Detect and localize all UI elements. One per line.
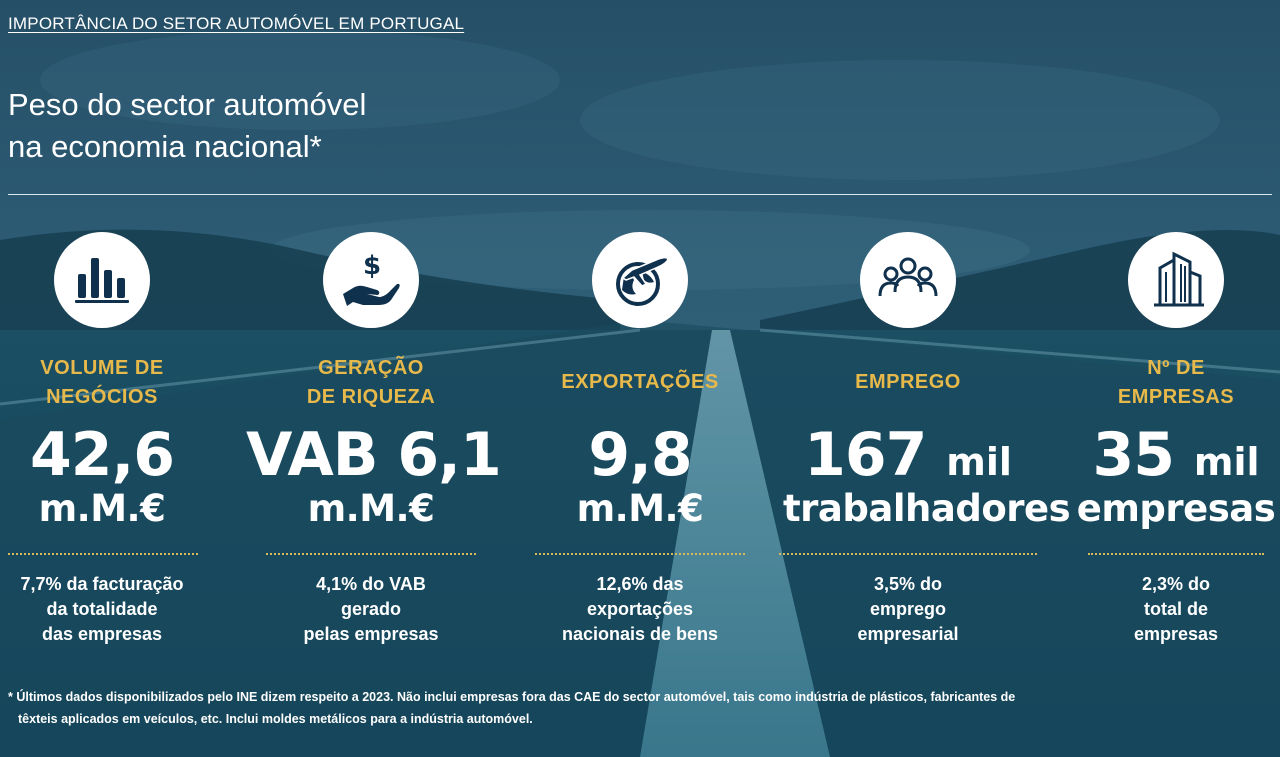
stat-description: 2,3% do total de empresas [1051,572,1280,647]
stat-value: 42,6 [0,422,227,495]
title-line-1: Peso do sector automóvel [8,87,367,122]
stat-value-main: 9,8 [588,420,692,490]
desc-line-3: empresarial [857,624,959,644]
hand-dollar-icon: $ [343,251,400,306]
stat-value-main: 167 [804,420,927,490]
desc-line-2: total de [1143,599,1208,619]
stat-icon-circle [860,232,956,328]
stat-exportacoes: EXPORTAÇÕES 9,8 m.M.€ 12,6% das exportaç… [515,232,765,662]
desc-line-1: 3,5% do [873,574,943,594]
stat-category-line-1: GERAÇÃO [318,357,424,379]
stat-value-main: 42,6 [29,420,175,490]
desc-line-3: nacionais de bens [561,624,719,644]
desc-line-3: pelas empresas [303,624,439,644]
dotted-separator [266,553,476,555]
stat-category-line-1: Nº DE [1147,357,1205,379]
stat-category-line-1: EXPORTAÇÕES [561,371,719,393]
stat-description: 4,1% do VAB gerado pelas empresas [246,572,496,647]
dotted-separator [8,553,198,555]
desc-line-2: da totalidade [46,599,158,619]
stat-unit: m.M.€ [38,487,166,530]
section-kicker: IMPORTÂNCIA DO SETOR AUTOMÓVEL EM PORTUG… [8,14,465,33]
stat-unit: empresas [1076,487,1276,530]
globe-plane-icon [616,256,669,306]
stat-value: 35 mil [1051,422,1280,495]
stat-category-line-2: DE RIQUEZA [306,386,436,408]
dotted-separator [1088,553,1264,555]
desc-line-2: exportações [586,599,694,619]
people-group-icon [878,257,938,297]
stat-unit: m.M.€ [307,487,435,530]
stat-geracao-riqueza: $ GERAÇÃO DE RIQUEZA VAB 6,1 m.M.€ 4,1% … [246,232,502,662]
desc-line-1: 4,1% do VAB [316,574,426,594]
svg-text:$: $ [363,251,381,281]
footnote-line-2: têxteis aplicados em veículos, etc. Incl… [18,712,533,726]
stat-category-line-2: EMPRESAS [1117,386,1235,408]
desc-line-3: das empresas [41,624,163,644]
stat-unit: m.M.€ [576,487,704,530]
stat-icon-circle [1128,232,1224,328]
desc-line-3: empresas [1133,624,1219,644]
stat-value-main: VAB 6,1 [246,420,502,490]
stat-value-suffix: mil [946,440,1012,484]
stat-icon-circle [54,232,150,328]
stat-value: VAB 6,1 [246,422,502,495]
buildings-icon [1154,251,1204,307]
dotted-separator [779,553,1037,555]
dotted-separator [535,553,745,555]
footnote-line-1: * Últimos dados disponibilizados pelo IN… [8,690,1016,704]
bar-chart-icon [75,258,129,303]
desc-line-2: gerado [340,599,401,619]
divider-line [8,194,1272,195]
title-line-2: na economia nacional* [8,129,322,164]
stat-icon-circle: $ [323,232,419,328]
stat-numero-empresas: Nº DE EMPRESAS 35 mil empresas 2,3% do t… [1051,232,1280,662]
stat-category-line-2: NEGÓCIOS [46,386,158,408]
page-title: Peso do sector automóvel na economia nac… [8,84,366,168]
stat-unit: trabalhadores [783,487,1071,530]
footnote: * Últimos dados disponibilizados pelo IN… [8,686,1088,730]
desc-line-2: emprego [869,599,947,619]
stat-category-line-1: EMPREGO [855,371,961,393]
desc-line-1: 12,6% das [596,574,684,594]
stat-emprego: EMPREGO 167 mil trabalhadores 3,5% do em… [779,232,1071,662]
stat-value: 167 mil [783,422,1033,495]
desc-line-1: 2,3% do [1141,574,1211,594]
stat-value-main: 35 [1092,420,1174,490]
stat-icon-circle [592,232,688,328]
stat-description: 12,6% das exportações nacionais de bens [515,572,765,647]
desc-line-1: 7,7% da facturação [20,574,184,594]
stat-description: 3,5% do emprego empresarial [783,572,1033,647]
stat-value: 9,8 [515,422,765,495]
stat-value-suffix: mil [1193,440,1260,484]
stat-category-line-1: VOLUME DE [40,357,164,379]
stat-volume-negocios: VOLUME DE NEGÓCIOS 42,6 m.M.€ 7,7% da fa… [0,232,227,662]
stat-description: 7,7% da facturação da totalidade das emp… [0,572,227,647]
